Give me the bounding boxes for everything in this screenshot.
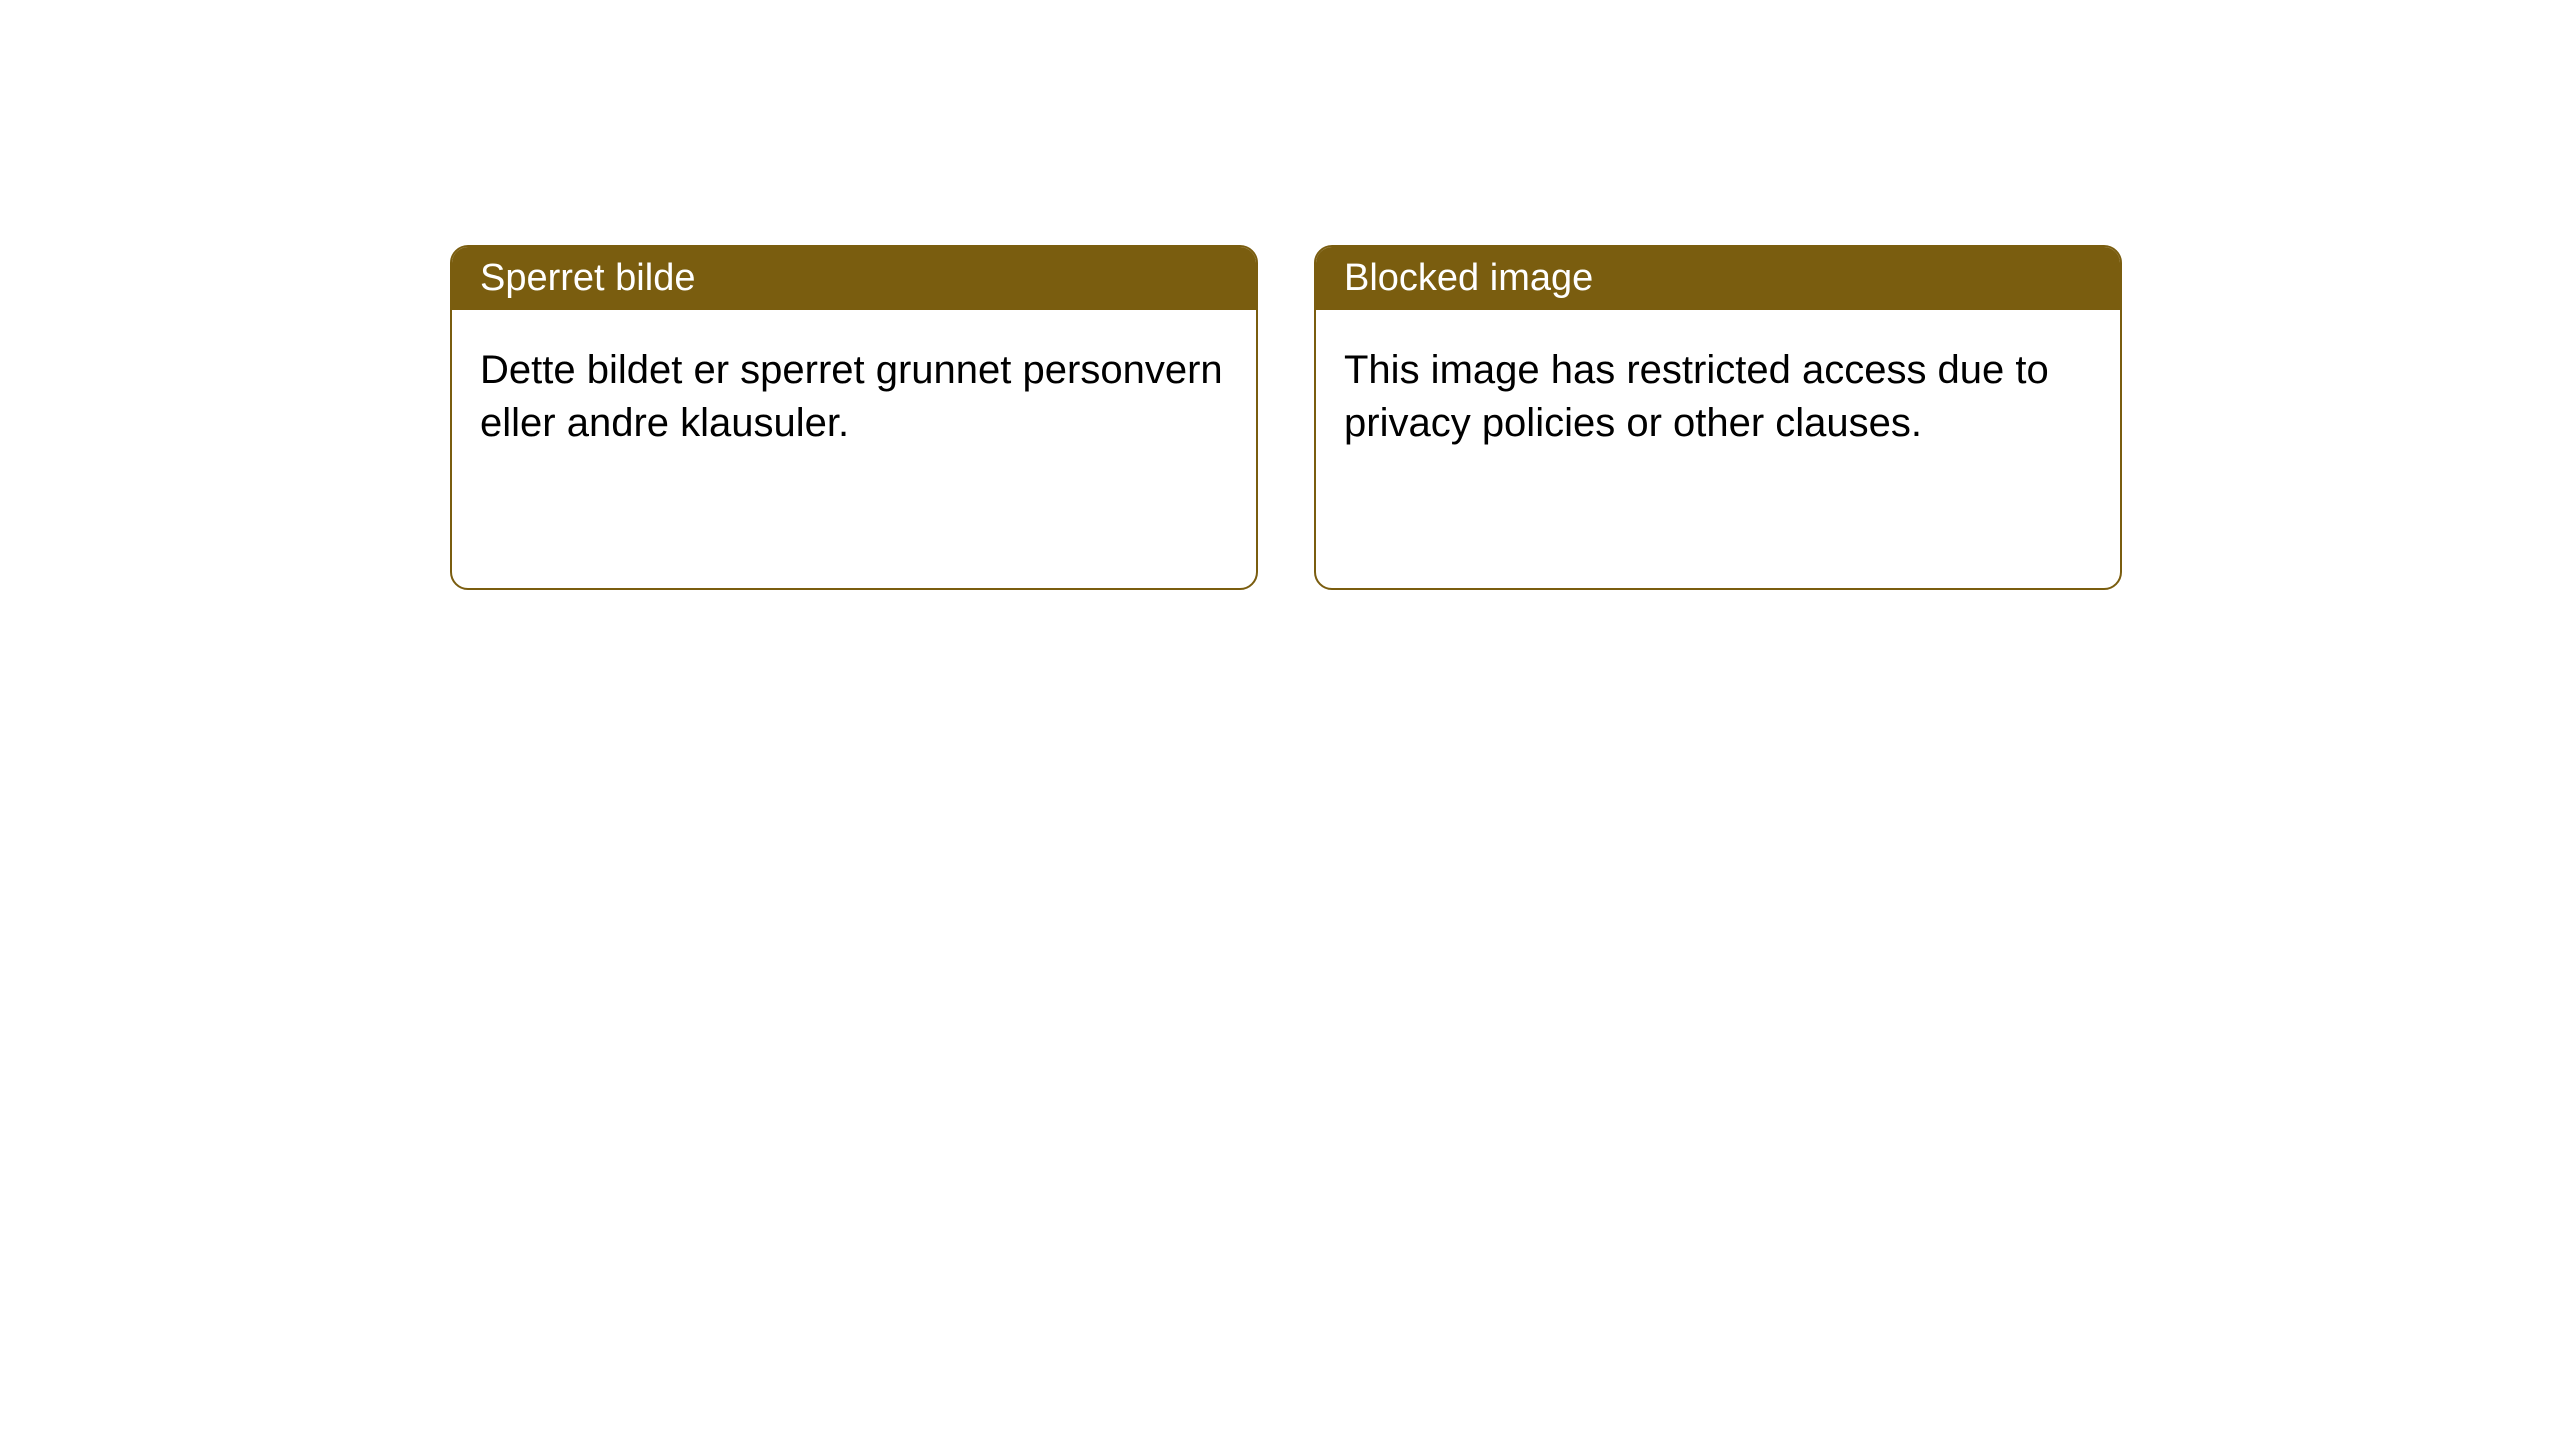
card-header: Sperret bilde — [452, 247, 1256, 310]
notice-cards-container: Sperret bilde Dette bildet er sperret gr… — [0, 0, 2560, 590]
notice-card-norwegian: Sperret bilde Dette bildet er sperret gr… — [450, 245, 1258, 590]
card-header: Blocked image — [1316, 247, 2120, 310]
notice-card-english: Blocked image This image has restricted … — [1314, 245, 2122, 590]
card-body: Dette bildet er sperret grunnet personve… — [452, 310, 1256, 588]
card-title: Sperret bilde — [480, 257, 695, 299]
card-body-text: Dette bildet er sperret grunnet personve… — [480, 348, 1223, 445]
card-body-text: This image has restricted access due to … — [1344, 348, 2049, 445]
card-body: This image has restricted access due to … — [1316, 310, 2120, 588]
card-title: Blocked image — [1344, 257, 1593, 299]
